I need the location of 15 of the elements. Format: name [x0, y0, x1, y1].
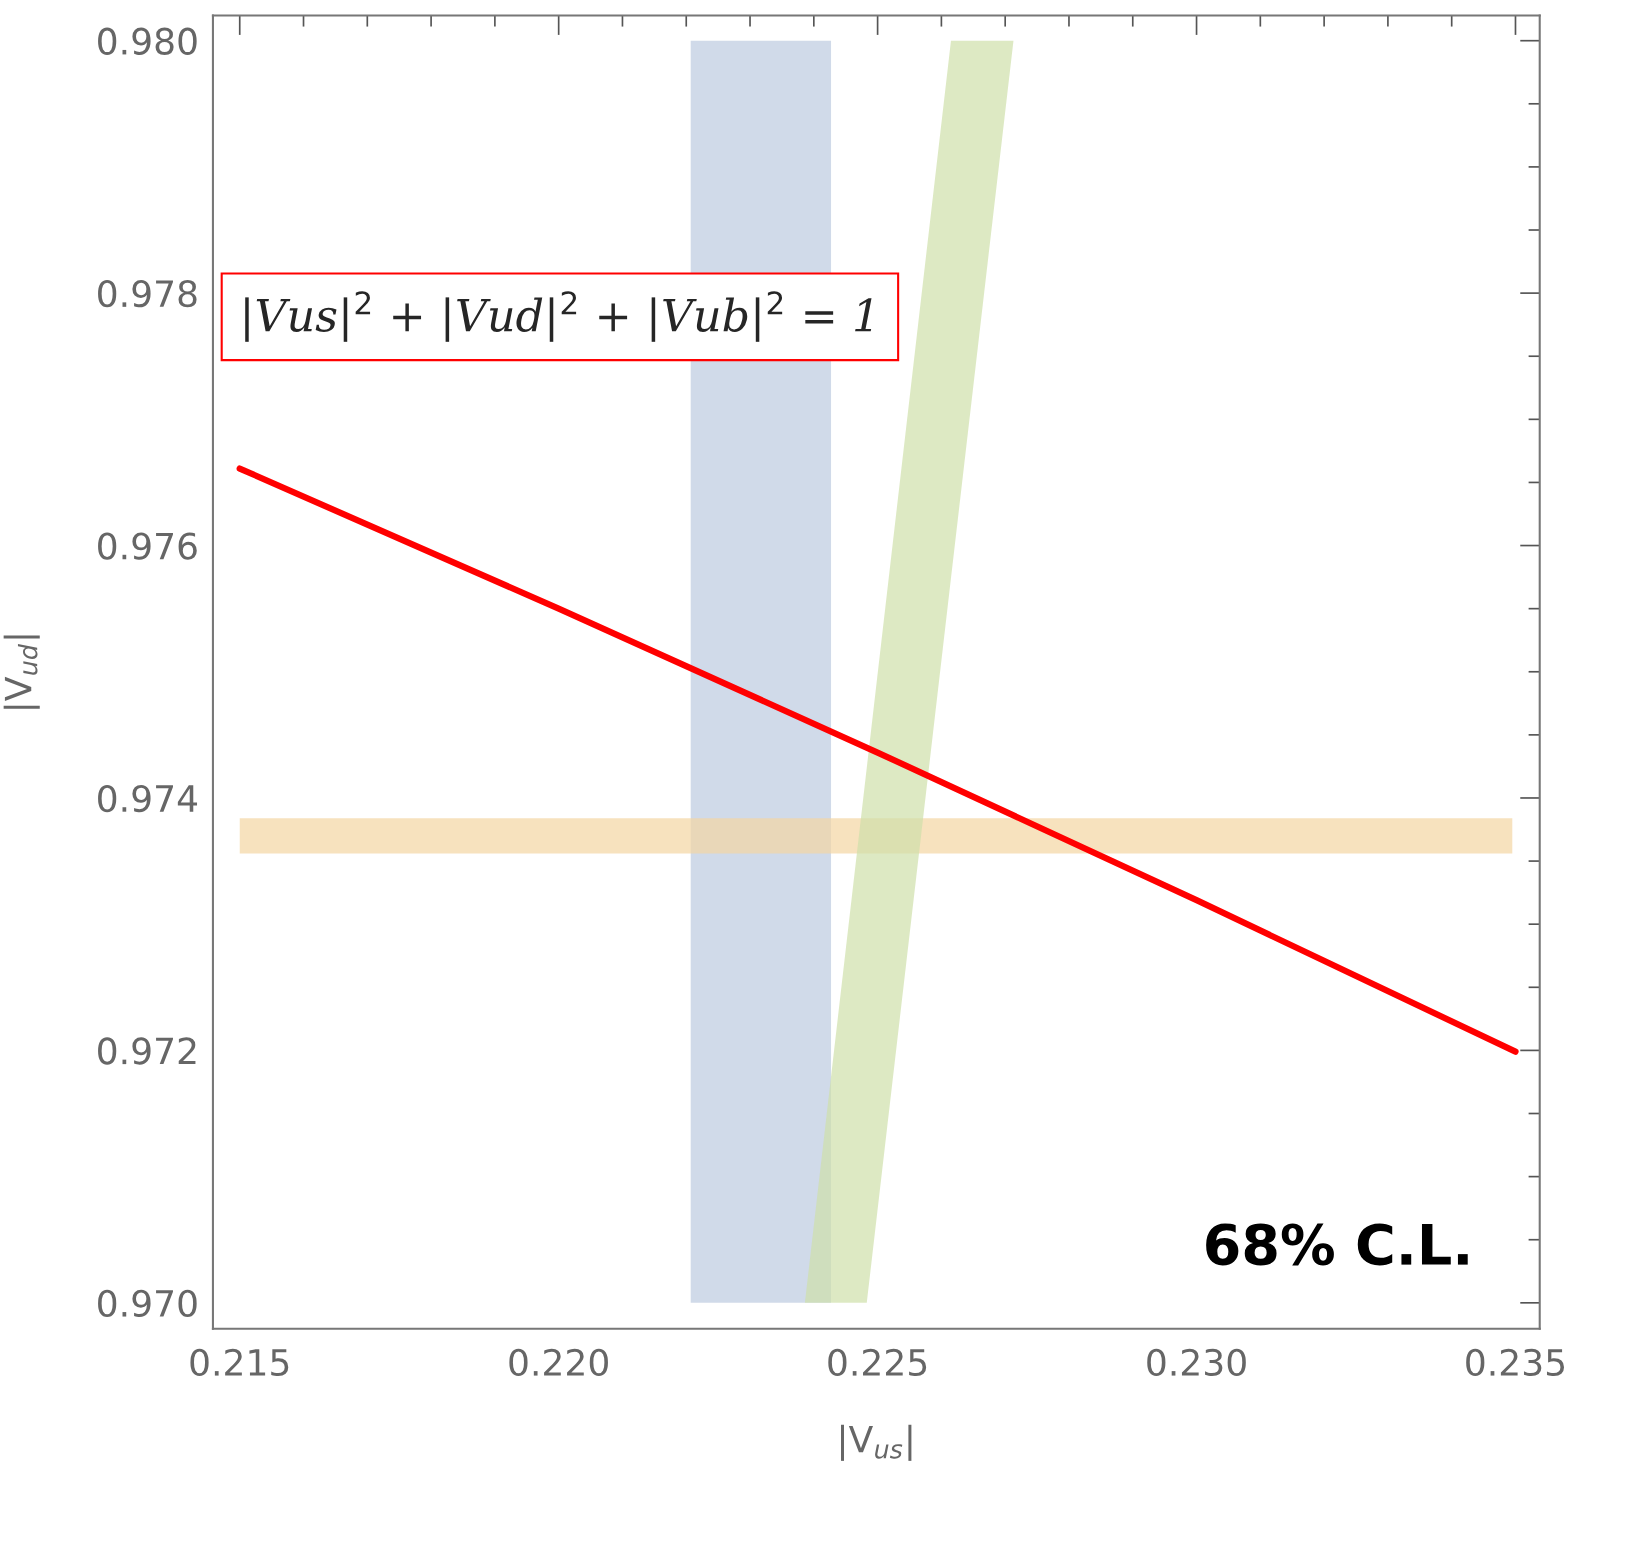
y-tick-label: 0.978 [98, 280, 197, 308]
x-axis-title: |V$_{us}$| [841, 1424, 912, 1461]
y-tick-label: 0.972 [98, 1037, 196, 1065]
x-tick-label: 0.225 [828, 1348, 927, 1377]
y-tick-label: 0.974 [98, 784, 198, 813]
annotation: 68% C.L. [1206, 1223, 1468, 1266]
x-tick-label: 0.235 [1466, 1348, 1565, 1377]
y-tick-label: 0.980 [98, 27, 197, 55]
x-tick-label: 0.230 [1147, 1348, 1246, 1377]
x-tick-label: 0.220 [509, 1348, 608, 1377]
x-tick-label: 0.215 [190, 1348, 289, 1377]
y-tick-label: 0.976 [98, 532, 197, 560]
y-axis-title: |V$_{ud}$| [3, 635, 40, 709]
annotation: |Vus|$^{2}$ + |Vud|$^{2}$ + |Vub|$^{2}$ = 1 [245, 291, 872, 342]
y-tick-label: 0.970 [98, 1289, 197, 1318]
